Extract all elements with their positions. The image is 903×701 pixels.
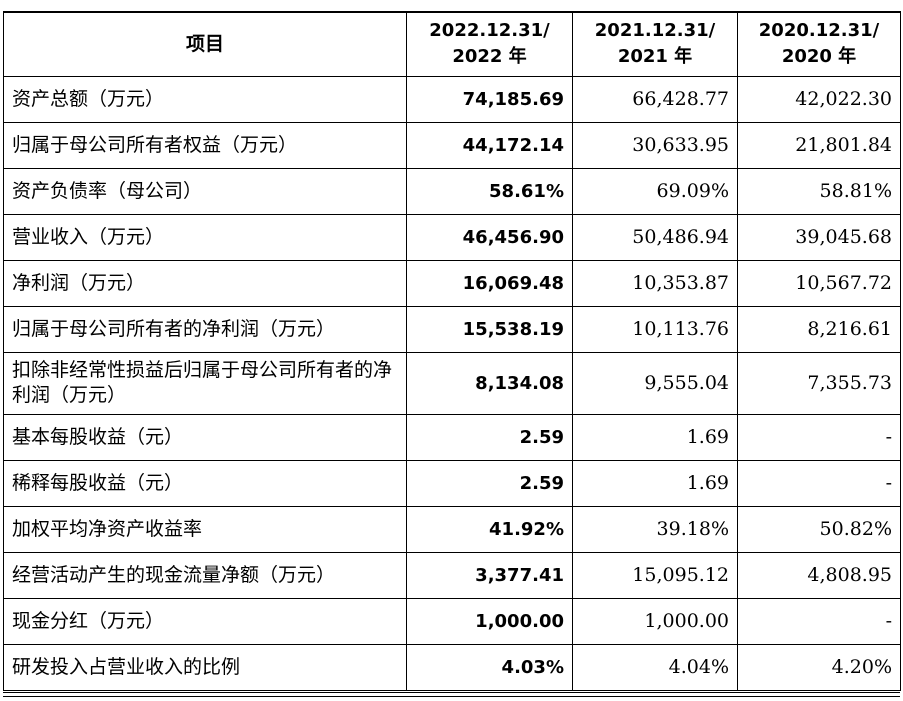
value-2021: 39.18% bbox=[572, 505, 738, 553]
table-row: 稀释每股收益（元） 2.59 1.69 - bbox=[3, 459, 901, 507]
header-item: 项目 bbox=[3, 11, 407, 77]
financial-summary-table-container: 项目 2022.12.31/ 2022 年 2021.12.31/ 2021 年… bbox=[3, 11, 901, 691]
header-2020-year: 2020 年 bbox=[781, 46, 857, 68]
value-2020: 58.81% bbox=[737, 167, 901, 215]
table-row: 营业收入（万元） 46,456.90 50,486.94 39,045.68 bbox=[3, 213, 901, 261]
header-2021-year: 2021 年 bbox=[617, 46, 693, 68]
table-row: 研发投入占营业收入的比例 4.03% 4.04% 4.20% bbox=[3, 643, 901, 691]
table-row: 资产总额（万元） 74,185.69 66,428.77 42,022.30 bbox=[3, 75, 901, 123]
table-row: 资产负债率（母公司） 58.61% 69.09% 58.81% bbox=[3, 167, 901, 215]
table-row: 经营活动产生的现金流量净额（万元） 3,377.41 15,095.12 4,8… bbox=[3, 551, 901, 599]
value-2021: 1.69 bbox=[572, 413, 738, 461]
table-row: 基本每股收益（元） 2.59 1.69 - bbox=[3, 413, 901, 461]
value-2021: 9,555.04 bbox=[572, 351, 738, 415]
header-2022: 2022.12.31/ 2022 年 bbox=[406, 11, 573, 77]
value-2021: 4.04% bbox=[572, 643, 738, 691]
header-2022-date: 2022.12.31/ bbox=[429, 20, 550, 42]
header-row: 项目 2022.12.31/ 2022 年 2021.12.31/ 2021 年… bbox=[3, 11, 901, 77]
value-2022: 8,134.08 bbox=[406, 351, 573, 415]
row-label: 资产负债率（母公司） bbox=[3, 167, 407, 215]
value-2020: 7,355.73 bbox=[737, 351, 901, 415]
row-label: 基本每股收益（元） bbox=[3, 413, 407, 461]
value-2020: 8,216.61 bbox=[737, 305, 901, 353]
table-bottom-double-rule bbox=[3, 692, 900, 697]
value-2020: 21,801.84 bbox=[737, 121, 901, 169]
value-2022: 4.03% bbox=[406, 643, 573, 691]
value-2020: 50.82% bbox=[737, 505, 901, 553]
value-2021: 50,486.94 bbox=[572, 213, 738, 261]
value-2020: - bbox=[737, 597, 901, 645]
row-label: 净利润（万元） bbox=[3, 259, 407, 307]
header-2020-date: 2020.12.31/ bbox=[758, 20, 880, 42]
row-label: 扣除非经常性损益后归属于母公司所有者的净利润（万元） bbox=[3, 351, 407, 415]
value-2022: 2.59 bbox=[406, 459, 573, 507]
value-2020: - bbox=[737, 413, 901, 461]
value-2022: 44,172.14 bbox=[406, 121, 573, 169]
value-2022: 2.59 bbox=[406, 413, 573, 461]
row-label: 现金分红（万元） bbox=[3, 597, 407, 645]
table-row: 现金分红（万元） 1,000.00 1,000.00 - bbox=[3, 597, 901, 645]
table-body: 资产总额（万元） 74,185.69 66,428.77 42,022.30 归… bbox=[3, 75, 901, 691]
value-2022: 58.61% bbox=[406, 167, 573, 215]
financial-summary-table: 项目 2022.12.31/ 2022 年 2021.12.31/ 2021 年… bbox=[3, 11, 901, 691]
header-2022-year: 2022 年 bbox=[452, 46, 527, 68]
row-label: 归属于母公司所有者权益（万元） bbox=[3, 121, 407, 169]
value-2021: 30,633.95 bbox=[572, 121, 738, 169]
header-2021-date: 2021.12.31/ bbox=[594, 20, 716, 42]
header-2020: 2020.12.31/ 2020 年 bbox=[737, 11, 901, 77]
value-2021: 10,113.76 bbox=[572, 305, 738, 353]
value-2020: 10,567.72 bbox=[737, 259, 901, 307]
value-2021: 15,095.12 bbox=[572, 551, 738, 599]
table-row: 归属于母公司所有者的净利润（万元） 15,538.19 10,113.76 8,… bbox=[3, 305, 901, 353]
header-2021: 2021.12.31/ 2021 年 bbox=[572, 11, 738, 77]
row-label: 营业收入（万元） bbox=[3, 213, 407, 261]
value-2020: - bbox=[737, 459, 901, 507]
row-label: 研发投入占营业收入的比例 bbox=[3, 643, 407, 691]
table-row: 归属于母公司所有者权益（万元） 44,172.14 30,633.95 21,8… bbox=[3, 121, 901, 169]
value-2022: 41.92% bbox=[406, 505, 573, 553]
value-2022: 1,000.00 bbox=[406, 597, 573, 645]
value-2022: 3,377.41 bbox=[406, 551, 573, 599]
row-label: 经营活动产生的现金流量净额（万元） bbox=[3, 551, 407, 599]
value-2021: 69.09% bbox=[572, 167, 738, 215]
row-label: 稀释每股收益（元） bbox=[3, 459, 407, 507]
value-2022: 74,185.69 bbox=[406, 75, 573, 123]
value-2022: 15,538.19 bbox=[406, 305, 573, 353]
table-header: 项目 2022.12.31/ 2022 年 2021.12.31/ 2021 年… bbox=[3, 11, 901, 77]
row-label: 归属于母公司所有者的净利润（万元） bbox=[3, 305, 407, 353]
value-2020: 4.20% bbox=[737, 643, 901, 691]
value-2020: 39,045.68 bbox=[737, 213, 901, 261]
value-2022: 46,456.90 bbox=[406, 213, 573, 261]
value-2021: 1,000.00 bbox=[572, 597, 738, 645]
value-2021: 1.69 bbox=[572, 459, 738, 507]
row-label: 加权平均净资产收益率 bbox=[3, 505, 407, 553]
value-2022: 16,069.48 bbox=[406, 259, 573, 307]
table-row: 净利润（万元） 16,069.48 10,353.87 10,567.72 bbox=[3, 259, 901, 307]
table-row: 扣除非经常性损益后归属于母公司所有者的净利润（万元） 8,134.08 9,55… bbox=[3, 351, 901, 415]
table-row: 加权平均净资产收益率 41.92% 39.18% 50.82% bbox=[3, 505, 901, 553]
value-2021: 10,353.87 bbox=[572, 259, 738, 307]
value-2020: 4,808.95 bbox=[737, 551, 901, 599]
value-2020: 42,022.30 bbox=[737, 75, 901, 123]
value-2021: 66,428.77 bbox=[572, 75, 738, 123]
row-label: 资产总额（万元） bbox=[3, 75, 407, 123]
